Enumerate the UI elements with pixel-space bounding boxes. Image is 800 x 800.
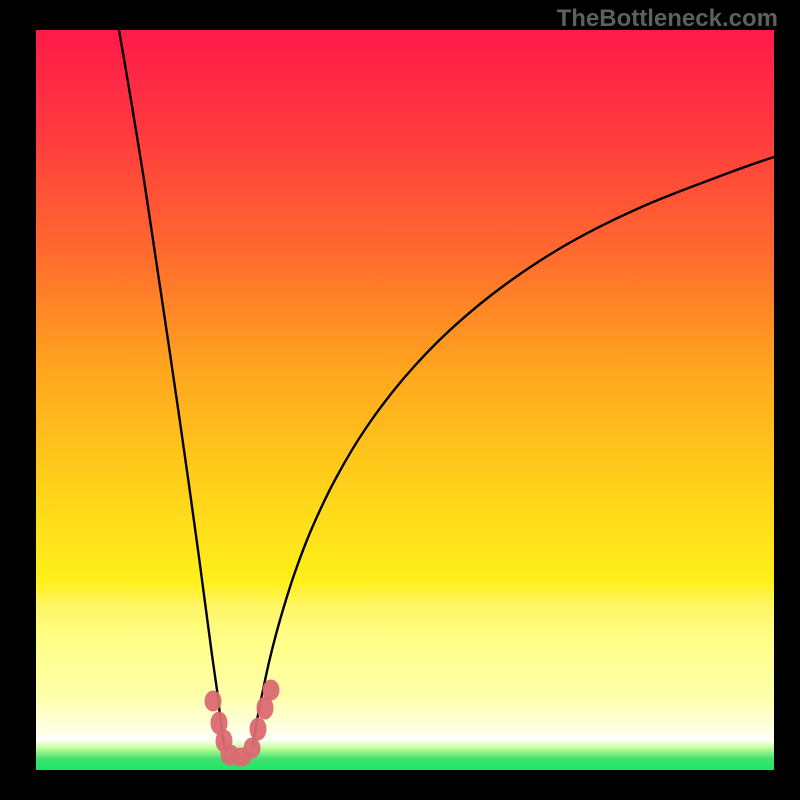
valley-dot: [250, 718, 266, 740]
curve-left: [119, 30, 224, 745]
valley-dot: [211, 712, 227, 734]
watermark-text: TheBottleneck.com: [557, 5, 778, 33]
valley-dot: [216, 730, 232, 752]
curve-right: [253, 157, 774, 745]
valley-dot: [221, 745, 239, 765]
chart-frame: TheBottleneck.com: [0, 0, 800, 800]
valley-dot: [244, 738, 260, 758]
valley-dot: [257, 697, 273, 719]
valley-dot: [231, 748, 251, 766]
valley-dot: [263, 680, 279, 700]
valley-dot: [205, 691, 221, 711]
chart-svg: [0, 0, 800, 800]
valley-dots: [205, 680, 279, 766]
bottleneck-curves: [119, 30, 774, 766]
gradient-plot-area: [36, 30, 774, 770]
